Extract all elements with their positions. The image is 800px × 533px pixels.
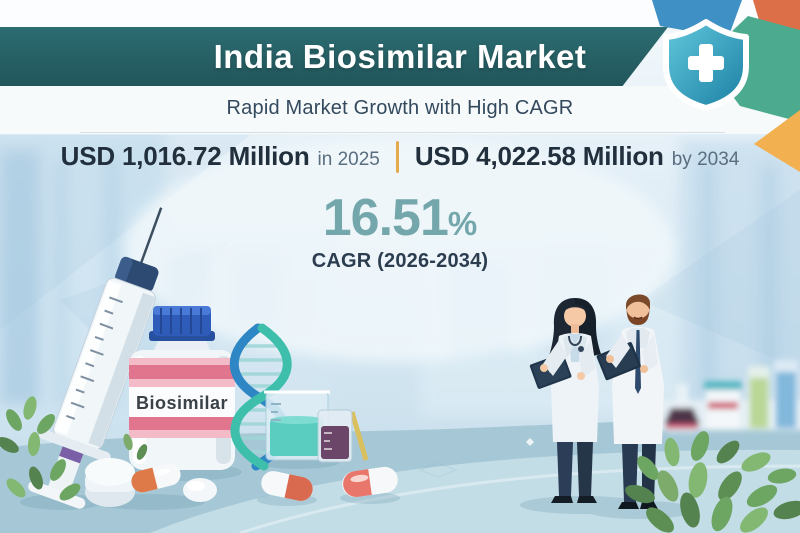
capsule-icon (261, 471, 313, 501)
gold-divider (395, 141, 399, 173)
current-market-stat: USD 1,016.72 Million in 2025 (61, 141, 380, 172)
blurred-reagent-shelf (640, 360, 800, 433)
subtitle-band (0, 86, 800, 134)
market-stats-row: USD 1,016.72 Million in 2025 USD 4,022.5… (0, 141, 800, 173)
forecast-market-stat: USD 4,022.58 Million by 2034 (415, 141, 740, 172)
bottle-label-text: Biosimilar (136, 393, 228, 413)
forecast-market-value: USD 4,022.58 Million (414, 141, 664, 171)
beaker-icon (264, 390, 330, 461)
doctors-illustration (529, 294, 664, 509)
subtitle-divider (80, 132, 725, 133)
current-market-value: USD 1,016.72 Million (60, 141, 310, 171)
forecast-market-period: by 2034 (671, 149, 740, 170)
cagr-label: CAGR (2026-2034) (311, 250, 489, 272)
page-title: India Biosimilar Market (213, 37, 587, 75)
cagr-percent-sign: % (447, 205, 478, 242)
capsule-icon (131, 463, 181, 493)
page-subtitle: Rapid Market Growth with High CAGR (226, 97, 574, 119)
shield-plus-icon (663, 19, 749, 111)
bottle-label: Biosimilar (129, 358, 235, 438)
pill-bottle-icon: Biosimilar (129, 306, 235, 470)
cagr-value: 16.51% (0, 192, 800, 244)
male-doctor (596, 294, 664, 509)
current-market-period: in 2025 (317, 149, 380, 170)
syringe-icon (28, 207, 163, 509)
pills-illustration (85, 458, 398, 507)
cagr-block: 16.51% CAGR (2026-2034) (0, 192, 800, 273)
title-banner: India Biosimilar Market (0, 27, 668, 86)
capsule-icon (342, 466, 398, 498)
glass-vial-icon (317, 409, 369, 463)
female-doctor (529, 298, 601, 503)
cagr-number: 16.51 (322, 189, 449, 247)
